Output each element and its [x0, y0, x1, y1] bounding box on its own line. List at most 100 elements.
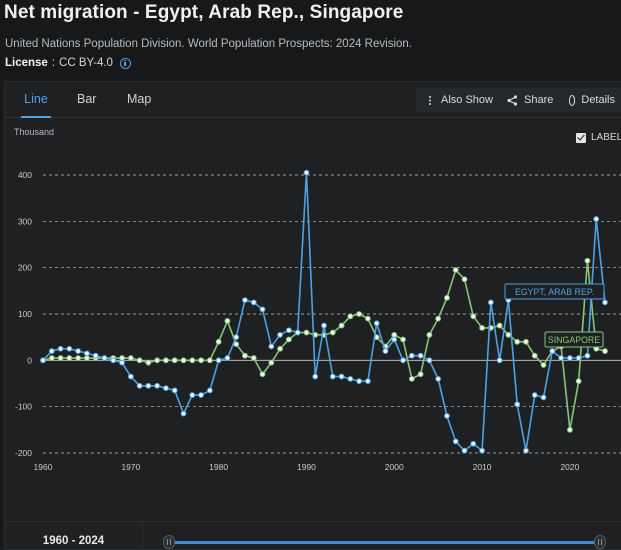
share-button[interactable]: Share [499, 88, 562, 112]
data-point [408, 352, 415, 359]
info-icon[interactable] [119, 57, 131, 69]
data-point [470, 313, 477, 320]
series-line [42, 171, 606, 452]
y-tick-label: 0 [27, 355, 32, 365]
data-point [558, 355, 564, 361]
y-tick-label: 200 [18, 263, 32, 273]
data-point [365, 315, 371, 322]
x-tick-label: 1980 [209, 462, 228, 472]
data-point [566, 426, 573, 433]
data-point [163, 385, 169, 392]
y-tick-label: 400 [18, 170, 32, 180]
data-point [584, 352, 591, 359]
data-point [268, 343, 275, 350]
share-icon [507, 94, 518, 106]
series-label: EGYPT, ARAB REP. [515, 287, 594, 297]
data-point [523, 447, 529, 454]
data-point [48, 355, 55, 361]
data-point [189, 392, 196, 398]
data-point [461, 447, 468, 454]
data-point [57, 355, 64, 361]
data-point [145, 382, 152, 389]
data-point [593, 216, 600, 222]
data-point [242, 297, 248, 304]
chart-panel: Line Bar Map Also Show Share Details Tho… [4, 81, 621, 550]
data-point [391, 336, 398, 343]
data-point [338, 322, 345, 329]
data-point [575, 378, 582, 385]
range-slider-track[interactable] [168, 541, 604, 544]
data-point [145, 359, 152, 366]
data-point [566, 355, 573, 361]
x-tick-label: 1990 [297, 462, 316, 472]
range-start-handle[interactable] [163, 535, 175, 549]
data-point [250, 299, 257, 306]
tab-bar: Line Bar Map Also Show Share Details [5, 82, 621, 118]
data-point [602, 299, 608, 306]
data-point [136, 382, 143, 389]
data-point [66, 345, 73, 352]
data-point [452, 438, 459, 445]
data-point [408, 375, 415, 382]
tab-line[interactable]: Line [21, 82, 51, 118]
data-point [101, 355, 108, 361]
tab-bar-chart[interactable]: Bar [77, 92, 97, 106]
range-end-handle[interactable] [594, 535, 606, 549]
data-point [575, 355, 582, 361]
x-tick-label: 1960 [34, 462, 53, 472]
data-point [329, 329, 336, 336]
data-point [40, 357, 46, 364]
data-point [417, 371, 424, 378]
license-label: License [5, 57, 48, 69]
y-tick-label: -200 [15, 448, 32, 458]
data-point [66, 355, 73, 361]
data-point [250, 355, 257, 361]
data-point [110, 357, 117, 364]
x-tick-label: 2000 [385, 462, 404, 472]
data-point [119, 359, 125, 366]
label-checkbox[interactable] [576, 132, 586, 143]
data-point [198, 357, 204, 364]
data-point [84, 350, 90, 357]
data-point [400, 357, 406, 364]
year-range-label: 1960 - 2024 [5, 522, 143, 550]
data-point [303, 169, 310, 176]
also-show-button[interactable]: Also Show [416, 88, 501, 112]
data-point [312, 373, 319, 380]
unit-label: Thousand [14, 127, 55, 137]
range-footer: 1960 - 2024 [5, 521, 621, 550]
data-point [57, 345, 64, 352]
data-point [259, 371, 266, 378]
details-label: Details [581, 94, 615, 106]
data-point [277, 331, 283, 338]
data-point [496, 357, 503, 364]
series-label-box [544, 331, 604, 348]
series-label-box [504, 283, 605, 300]
data-point [470, 440, 477, 447]
info-circle-icon [569, 94, 576, 106]
data-point [206, 357, 213, 364]
data-point [444, 294, 450, 301]
data-point [373, 320, 380, 327]
tab-map[interactable]: Map [127, 92, 152, 106]
data-point [540, 394, 547, 401]
data-point [391, 331, 398, 338]
x-tick-label: 2020 [560, 462, 579, 472]
data-point [356, 311, 363, 317]
details-button[interactable]: Details [561, 88, 621, 112]
data-point [136, 357, 143, 364]
data-point [549, 348, 556, 354]
data-point [215, 338, 222, 345]
data-point [233, 334, 240, 341]
data-point [171, 387, 178, 394]
page-title: Net migration - Egypt, Arab Rep., Singap… [4, 2, 404, 23]
data-point [496, 322, 503, 329]
data-point [215, 357, 222, 364]
license-value[interactable]: CC BY-4.0 [59, 57, 113, 69]
data-point [505, 331, 512, 338]
label-toggle[interactable]: LABEL [576, 132, 621, 143]
data-point [198, 392, 204, 398]
label-toggle-text: LABEL [591, 132, 621, 143]
data-point [75, 348, 82, 354]
data-point [365, 378, 371, 385]
